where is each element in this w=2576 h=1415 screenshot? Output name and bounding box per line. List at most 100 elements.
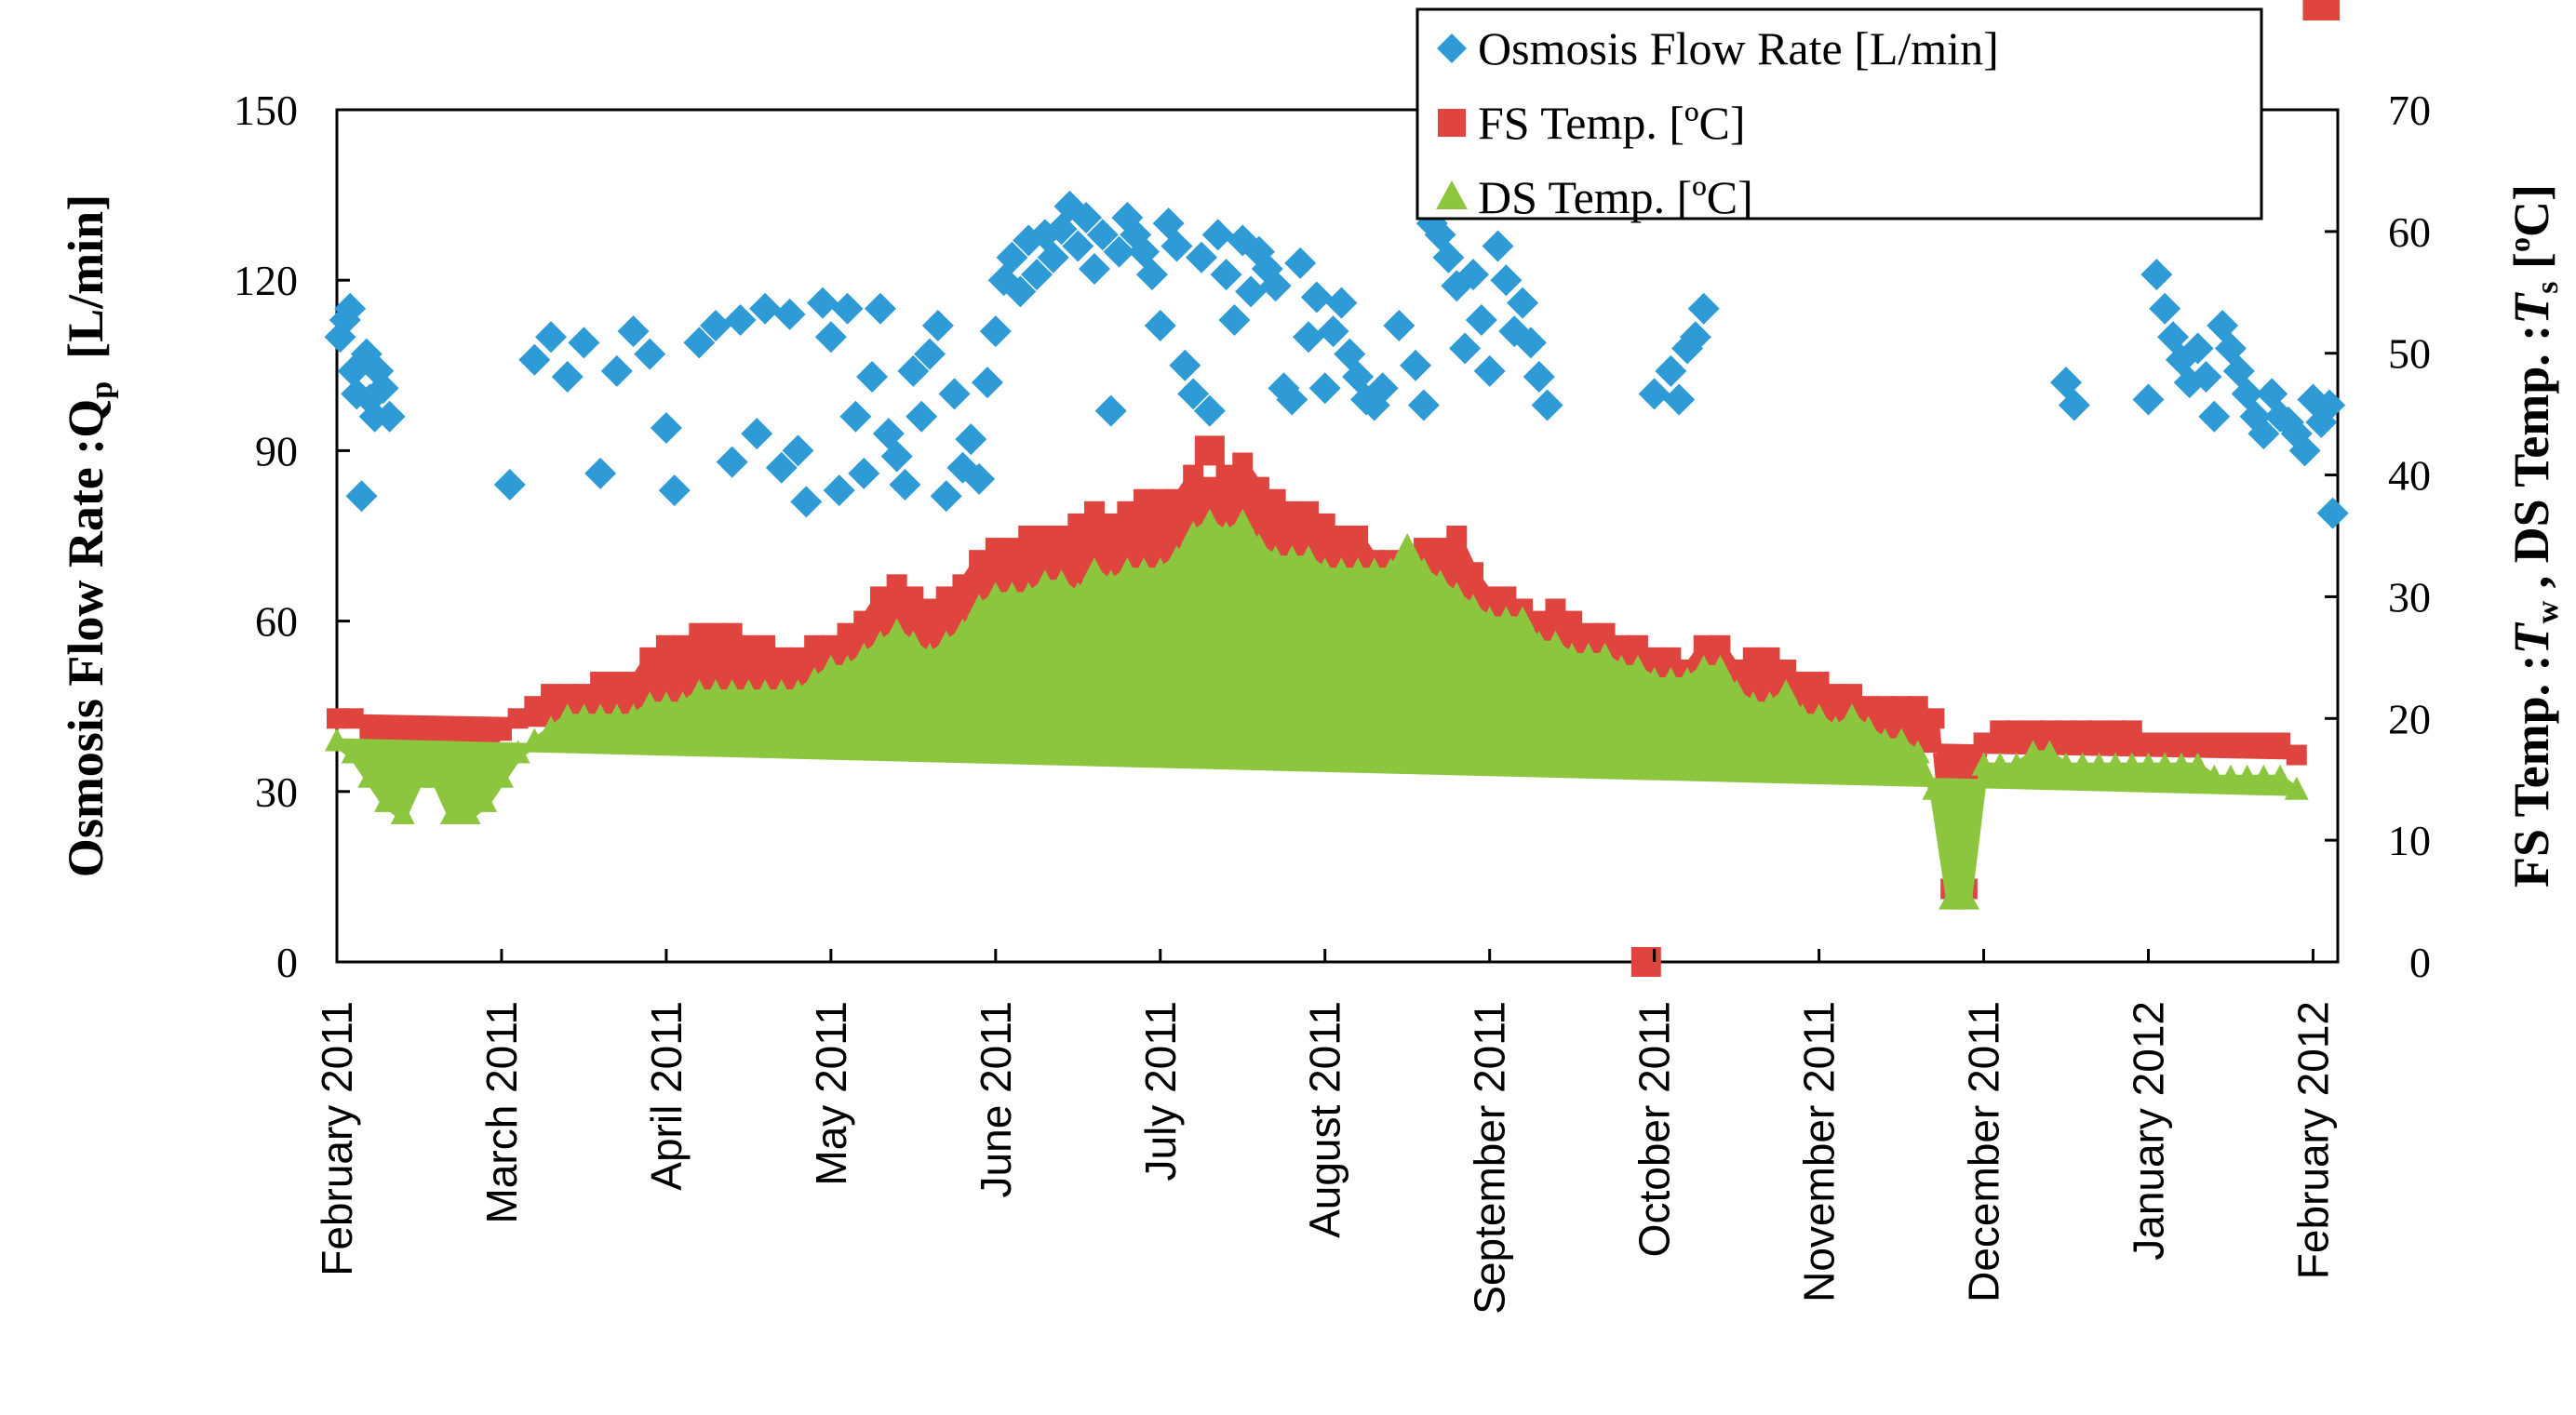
left-tick-label: 120 — [234, 257, 298, 304]
ds-temp-point — [1197, 508, 1222, 532]
ds-temp-point — [1263, 545, 1288, 569]
flow-rate-point — [634, 338, 666, 370]
fs-temp-point — [969, 550, 990, 571]
flow-rate-point — [1663, 383, 1696, 416]
flow-rate-point — [1004, 275, 1037, 308]
flow-rate-point — [1177, 378, 1210, 410]
flow-rate-point — [782, 434, 814, 467]
fs-temp-point — [787, 647, 809, 668]
axes — [335, 108, 2338, 964]
flow-rate-point — [1284, 247, 1317, 279]
flow-rate-point — [765, 451, 798, 484]
ds-temp-point — [1592, 642, 1617, 666]
flow-rate-point — [864, 292, 896, 325]
ds-temp-point — [1428, 569, 1453, 594]
ds-temp-point — [357, 764, 382, 788]
flow-rate-point — [568, 327, 600, 359]
fs-temp-point — [655, 634, 677, 656]
ds-temp-point — [1939, 886, 1964, 910]
flow-rate-point — [724, 303, 757, 336]
flow-rate-point — [658, 474, 691, 507]
x-tick-label: February 2011 — [313, 1001, 361, 1276]
fs-temp-point — [1479, 586, 1500, 607]
ds-temp-point — [621, 703, 646, 728]
flow-rate-point — [2198, 400, 2231, 433]
left-axis-ticks: 0 30 60 90 120 150 — [234, 87, 298, 986]
flow-rate-series — [324, 190, 2349, 529]
ds-temp-point — [1098, 569, 1123, 594]
flow-rate-point — [1514, 327, 1547, 359]
x-tick-label: October 2011 — [1630, 1001, 1679, 1257]
ds-temp-point — [1839, 703, 1864, 728]
fs-temp-point — [2253, 732, 2274, 754]
flow-rate-point — [2181, 332, 2214, 365]
flow-rate-point — [749, 292, 782, 325]
flow-rate-point — [1456, 259, 1489, 291]
fs-temp-point — [1644, 647, 1665, 668]
ds-temp-point — [703, 679, 728, 703]
fs-temp-point — [2286, 744, 2307, 766]
ds-temp-point — [884, 618, 909, 642]
ds-temp-point — [1675, 667, 1700, 691]
ds-temp-point — [505, 740, 530, 764]
fs-temp-point — [507, 708, 529, 729]
ds-temp-point — [867, 630, 892, 654]
ds-temp-point — [1856, 715, 1881, 740]
x-tick-label: December 2011 — [1960, 1001, 2008, 1302]
fs-temp-point — [672, 634, 693, 656]
flow-rate-point — [1366, 372, 1399, 405]
ds-temp-point — [785, 679, 811, 703]
fs-temp-point — [2154, 732, 2176, 754]
ds-temp-point — [835, 654, 860, 678]
flow-rate-point — [2247, 418, 2280, 450]
flow-rate-point — [1186, 241, 1218, 274]
right-axis-title-part: , DS Temp. : — [2503, 325, 2559, 601]
flow-rate-point — [1201, 219, 1234, 251]
ds-temp-point — [2251, 764, 2276, 788]
flow-rate-point — [367, 372, 399, 405]
ds-temp-point — [1411, 557, 1436, 581]
fs-temp-point — [2022, 720, 2044, 741]
fs-temp-point — [2204, 732, 2225, 754]
fs-temp-point — [1891, 696, 1912, 717]
ds-temp-point — [1066, 581, 1091, 606]
x-tick-label: May 2011 — [807, 1001, 855, 1186]
ds-temp-point — [1625, 654, 1650, 678]
flow-rate-point — [716, 446, 748, 478]
fs-temp-point — [1791, 672, 1813, 693]
ds-temp-point — [2218, 764, 2243, 788]
flow-rate-point — [1259, 270, 1292, 302]
x-tick-label: August 2011 — [1301, 1001, 1349, 1238]
flow-rate-point — [2190, 361, 2222, 394]
flow-rate-point — [650, 411, 682, 444]
right-axis-title-part: [ — [2503, 252, 2559, 281]
ds-temp-point — [1510, 606, 1536, 630]
ds-temp-point — [901, 630, 926, 654]
ds-temp-point — [1790, 703, 1815, 728]
fs-temp-point — [2039, 720, 2060, 741]
ds-temp-point — [1016, 581, 1041, 606]
x-axis-ticks: February 2011 March 2011 April 2011 May 201… — [313, 1001, 2337, 1315]
flow-rate-point — [889, 469, 921, 501]
flow-rate-point — [814, 321, 847, 354]
ds-temp-point — [1494, 606, 1519, 630]
ds-temp-point — [1296, 545, 1322, 569]
right-tick-label: 70 — [2388, 87, 2431, 134]
fs-temp-point — [1545, 598, 1566, 620]
ds-temp-point — [1132, 557, 1157, 581]
flow-rate-point — [1449, 332, 1482, 365]
fs-temp-point — [1825, 684, 1846, 705]
flow-rate-point — [1103, 235, 1135, 268]
flow-rate-point — [1432, 241, 1465, 274]
fs-temp-point — [1166, 488, 1187, 510]
fs-temp-point — [1710, 634, 1731, 656]
legend-label: DS Temp. [ºC] — [1478, 171, 1753, 223]
fs-temp-point — [903, 586, 924, 607]
flow-rate-point — [2058, 389, 2090, 421]
flow-rate-point — [1169, 349, 1201, 381]
ds-temp-point — [1905, 740, 1930, 764]
flow-rate-point — [938, 378, 971, 410]
ds-temp-point — [1988, 752, 2013, 776]
fs-temp-point — [837, 622, 858, 644]
flow-rate-point — [551, 361, 584, 394]
